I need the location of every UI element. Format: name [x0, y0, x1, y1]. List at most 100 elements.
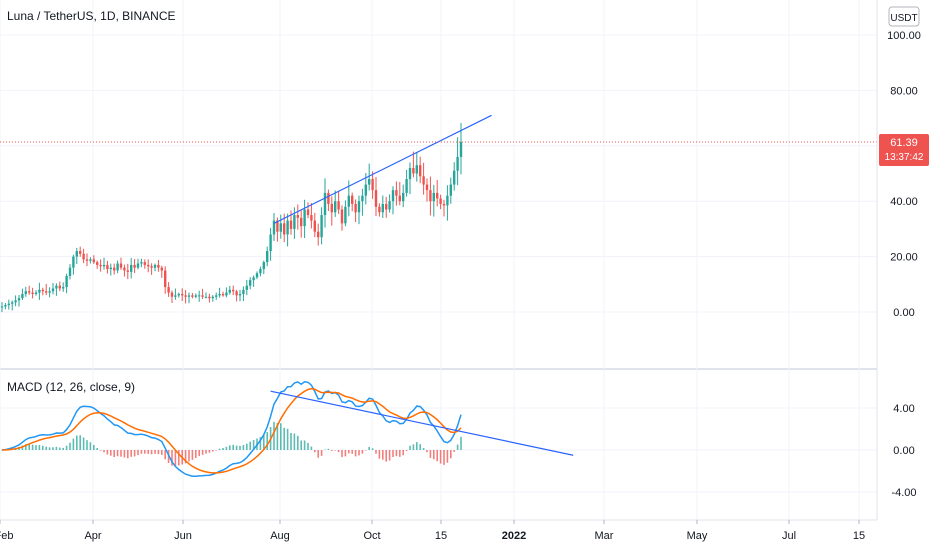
- candle-body: [459, 141, 463, 157]
- macd-histogram-bar: [157, 450, 160, 455]
- candle-body: [361, 195, 364, 202]
- candle-body: [344, 206, 347, 224]
- macd-histogram-bar: [25, 444, 27, 450]
- candle-body: [38, 289, 41, 293]
- candle-body: [184, 295, 187, 297]
- candle-body: [238, 293, 242, 296]
- candle-body: [398, 195, 401, 202]
- macd-histogram-bar: [371, 448, 374, 450]
- macd-histogram-bar: [116, 450, 119, 457]
- countdown-label: 13:37:42: [885, 152, 924, 163]
- candle-body: [442, 203, 446, 206]
- candle-body: [82, 253, 85, 260]
- candle-body: [255, 273, 259, 278]
- currency-button: USDT: [890, 13, 917, 24]
- macd-histogram-bar: [409, 445, 411, 450]
- macd-histogram-bar: [82, 437, 85, 450]
- macd-histogram-bar: [334, 450, 336, 451]
- candle-body: [334, 201, 337, 213]
- macd-histogram-bar: [310, 446, 313, 450]
- candle-body: [126, 270, 129, 272]
- candle-body: [279, 223, 282, 232]
- macd-histogram-bar: [368, 446, 370, 450]
- candle-body: [354, 203, 357, 213]
- pane-separator: [0, 368, 877, 370]
- price-axis-background: [877, 0, 932, 550]
- candle-body: [72, 256, 75, 268]
- macd-histogram-bar: [164, 450, 166, 460]
- time-tick-label: Jul: [782, 530, 796, 542]
- last-price-label: 61.39: [890, 137, 918, 149]
- macd-histogram-bar: [79, 435, 81, 450]
- candle-body: [24, 291, 27, 294]
- macd-histogram-bar: [320, 450, 323, 456]
- macd-histogram-bar: [443, 450, 445, 465]
- macd-histogram-bar: [351, 450, 353, 454]
- chart-title: Luna / TetherUS, 1D, BINANCE: [7, 9, 176, 23]
- macd-histogram-bar: [283, 427, 285, 450]
- macd-histogram-bar: [341, 450, 343, 458]
- price-tick-label: 100.00: [887, 30, 921, 42]
- macd-histogram-bar: [266, 432, 268, 450]
- macd-histogram-bar: [297, 435, 299, 450]
- macd-area: [1, 381, 462, 477]
- candle-body: [368, 179, 371, 185]
- candle-body: [276, 220, 279, 232]
- macd-histogram-bar: [429, 450, 432, 458]
- macd-histogram-bar: [422, 448, 425, 450]
- candle-body: [408, 167, 412, 180]
- candle-body: [181, 293, 184, 296]
- time-tick-label: Apr: [84, 530, 101, 542]
- currency-button-frame: [888, 6, 920, 27]
- macd-histogram-bar: [412, 444, 415, 450]
- candle-body: [310, 215, 313, 221]
- candle-body: [249, 280, 252, 286]
- time-tick-label: Jun: [174, 530, 192, 542]
- candle-body: [113, 267, 116, 271]
- time-tick-label: Mar: [595, 530, 614, 542]
- candle-body: [147, 264, 150, 267]
- macd-histogram-bar: [62, 447, 64, 450]
- candle-body: [194, 295, 197, 297]
- macd-histogram-bar: [307, 442, 309, 450]
- price-tick-label: 40.00: [890, 196, 918, 208]
- macd-histogram-bar: [276, 422, 279, 450]
- time-axis-background: [0, 520, 932, 550]
- macd-histogram-bar: [259, 437, 262, 450]
- candle-body: [313, 220, 316, 232]
- candle-body: [327, 192, 330, 204]
- candle-body: [157, 264, 160, 268]
- macd-histogram-bar: [348, 450, 350, 454]
- macd-histogram-bar: [433, 450, 435, 460]
- macd-title: MACD (12, 26, close, 9): [7, 380, 136, 394]
- macd-histogram-bar: [188, 450, 190, 462]
- macd-histogram-bar: [392, 450, 394, 457]
- candle-body: [381, 203, 384, 213]
- macd-histogram-bar: [450, 450, 452, 459]
- candle-body: [371, 179, 374, 191]
- macd-histogram-bar: [344, 450, 347, 457]
- macd-histogram-bar: [439, 450, 442, 464]
- candle-body: [259, 269, 262, 274]
- macd-histogram-bar: [399, 450, 401, 457]
- candle-body: [357, 201, 361, 213]
- candle-body: [245, 285, 248, 290]
- macd-histogram-bar: [293, 433, 296, 450]
- macd-histogram-bar: [229, 445, 231, 450]
- macd-histogram-bar: [300, 440, 302, 450]
- candle-body: [177, 293, 180, 296]
- macd-histogram-bar: [103, 450, 105, 453]
- macd-histogram-bar: [246, 443, 248, 450]
- time-tick-label: May: [687, 530, 708, 542]
- candle-body: [422, 176, 425, 185]
- macd-histogram-bar: [337, 450, 340, 453]
- macd-histogram-bar: [133, 450, 136, 457]
- macd-histogram-bar: [99, 450, 102, 451]
- macd-histogram-bar: [249, 441, 251, 450]
- macd-histogram-bar: [263, 435, 265, 450]
- time-tick-label: 2022: [502, 530, 526, 542]
- candle-body: [0, 306, 4, 308]
- candle-body: [419, 165, 422, 177]
- candle-body: [412, 167, 415, 174]
